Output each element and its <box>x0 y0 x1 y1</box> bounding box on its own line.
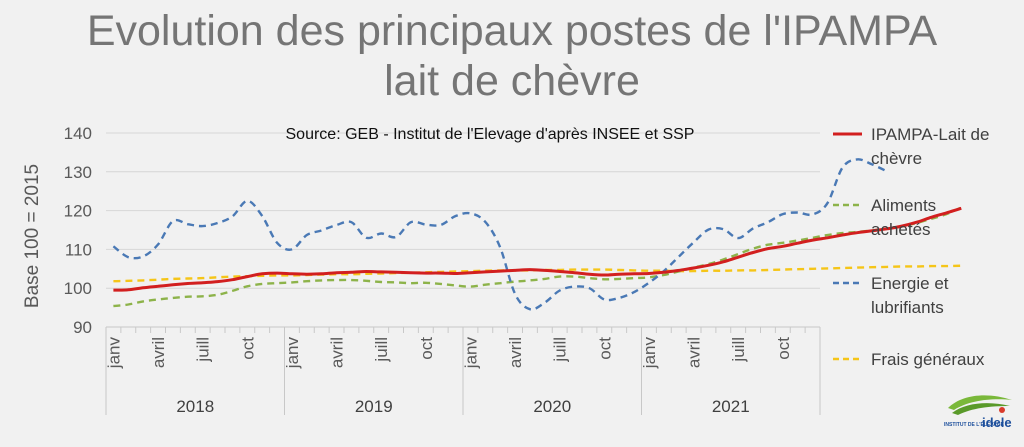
legend-label: IPAMPA-Lait de <box>871 125 989 144</box>
x-tick-label: juill <box>729 337 748 363</box>
legend-label: Aliments <box>871 196 936 215</box>
x-tick-label: avril <box>506 337 525 368</box>
y-axis-label: Base 100 = 2015 <box>22 164 43 308</box>
gridlines <box>106 132 820 328</box>
series-line-aliments-achetes <box>113 206 962 308</box>
x-tick-label: oct <box>417 337 436 360</box>
legend-item: Frais généraux <box>833 350 985 369</box>
svg-text:INSTITUT DE L'ÉLEVAGE: INSTITUT DE L'ÉLEVAGE <box>944 420 1005 428</box>
axes: 90 100 110 120 130 140 janv avril juill oct janv av… <box>64 124 821 416</box>
y-tick-label: 100 <box>64 279 92 298</box>
x-tick-label: juill <box>194 337 213 363</box>
legend-label: chèvre <box>871 149 922 168</box>
chart-source: Source: GEB - Institut de l'Elevage d'ap… <box>286 126 695 143</box>
x-tick-label: janv <box>283 337 302 370</box>
idele-logo: INSTITUT DE L'ÉLEVAGE idele <box>944 395 1012 430</box>
x-tick-label: avril <box>685 337 704 368</box>
year-label: 2019 <box>355 397 393 416</box>
x-tick-label: avril <box>328 337 347 368</box>
x-tick-label: janv <box>461 337 480 370</box>
x-tick-label: janv <box>640 337 659 370</box>
x-tick-label: juill <box>372 337 391 363</box>
legend-item: Energie et lubrifiants <box>833 274 949 317</box>
series-line-ipampa-lait-de-chevre <box>113 206 962 292</box>
chart-title: Evolution des principaux postes de l'IPA… <box>0 6 1024 106</box>
x-tick-label: janv <box>104 337 123 370</box>
y-tick-label: 130 <box>64 163 92 182</box>
svg-text:idele: idele <box>982 415 1012 430</box>
legend-label: Frais généraux <box>871 350 985 369</box>
y-tick-label: 110 <box>65 240 92 259</box>
x-tick-label: oct <box>238 337 257 360</box>
y-tick-label: 120 <box>64 202 92 221</box>
chart-title-line-2: lait de chèvre <box>384 57 640 105</box>
legend-item: IPAMPA-Lait de chèvre <box>833 125 989 168</box>
legend-label: achetés <box>871 220 931 239</box>
chart-title-line-1: Evolution des principaux postes de l'IPA… <box>86 7 938 55</box>
x-tick-label: oct <box>774 337 793 360</box>
legend: IPAMPA-Lait de chèvre Aliments achetés Energ… <box>833 125 989 369</box>
x-tick-label: avril <box>149 337 168 368</box>
legend-label: Energie et <box>871 274 949 293</box>
series-line-energie-et-lubrifiants <box>112 158 888 311</box>
year-label: 2021 <box>712 397 750 416</box>
legend-item: Aliments achetés <box>833 196 936 239</box>
y-tick-label: 90 <box>73 318 92 337</box>
y-tick-label: 140 <box>64 124 92 143</box>
series-layer <box>112 158 962 311</box>
year-label: 2020 <box>533 397 571 416</box>
year-label: 2018 <box>176 397 214 416</box>
x-tick-label: oct <box>595 337 614 360</box>
x-tick-label: juill <box>551 337 570 363</box>
legend-label: lubrifiants <box>871 298 944 317</box>
